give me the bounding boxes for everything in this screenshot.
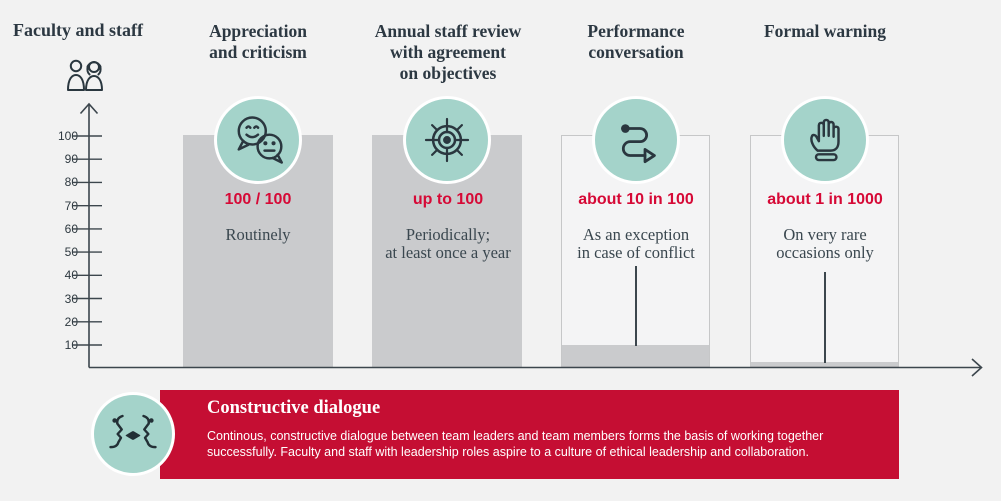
dialogue-faces-icon xyxy=(109,414,157,449)
raised-hand-icon xyxy=(810,118,840,162)
bar-formal-warning-small xyxy=(751,362,898,366)
faculty-staff-people-icon xyxy=(67,59,103,91)
dialogue-icon-circle xyxy=(91,392,175,476)
bar-performance-small xyxy=(562,345,709,366)
axis-title: Faculty and staff xyxy=(13,20,143,40)
ytick-100: 100 xyxy=(57,129,78,143)
desc-annual-review: Periodically; at least once a year xyxy=(385,225,511,262)
ytick-10: 10 xyxy=(64,338,78,352)
connector-line-formal-warning xyxy=(824,272,826,363)
desc-appreciation: Routinely xyxy=(225,225,291,244)
ytick-90: 90 xyxy=(64,152,78,166)
banner-title: Constructive dialogue xyxy=(207,398,381,418)
stat-performance: about 10 in 100 xyxy=(578,191,694,208)
column-header-annual-review: Annual staff review with agreement on ob… xyxy=(374,21,522,83)
ytick-20: 20 xyxy=(64,315,78,329)
column-header-appreciation: Appreciation and criticism xyxy=(209,21,307,62)
icon-circle-annual-review xyxy=(403,96,491,184)
speech-bubble-faces-icon xyxy=(237,116,283,164)
icon-circle-formal-warning xyxy=(781,96,869,184)
winding-arrow-icon xyxy=(621,124,656,164)
ytick-30: 30 xyxy=(64,292,78,306)
ytick-60: 60 xyxy=(64,222,78,236)
column-header-performance: Performance conversation xyxy=(587,21,685,62)
connector-line-performance xyxy=(635,266,637,346)
helm-wheel-icon xyxy=(424,117,470,163)
constructive-dialogue-banner: Constructive dialogue Continous, constru… xyxy=(160,390,899,479)
ytick-80: 80 xyxy=(64,175,78,189)
icon-circle-performance xyxy=(592,96,680,184)
column-header-formal-warning: Formal warning xyxy=(763,21,886,41)
desc-formal-warning: On very rare occasions only xyxy=(776,225,874,262)
icon-circle-appreciation xyxy=(214,96,302,184)
ytick-40: 40 xyxy=(64,268,78,282)
ytick-70: 70 xyxy=(64,199,78,213)
stat-appreciation: 100 / 100 xyxy=(224,191,292,208)
banner-body: Continous, constructive dialogue between… xyxy=(207,429,824,459)
stat-formal-warning: about 1 in 1000 xyxy=(767,191,883,208)
stat-annual-review: up to 100 xyxy=(412,191,484,208)
ytick-50: 50 xyxy=(64,245,78,259)
desc-performance: As an exception in case of conflict xyxy=(577,225,695,262)
